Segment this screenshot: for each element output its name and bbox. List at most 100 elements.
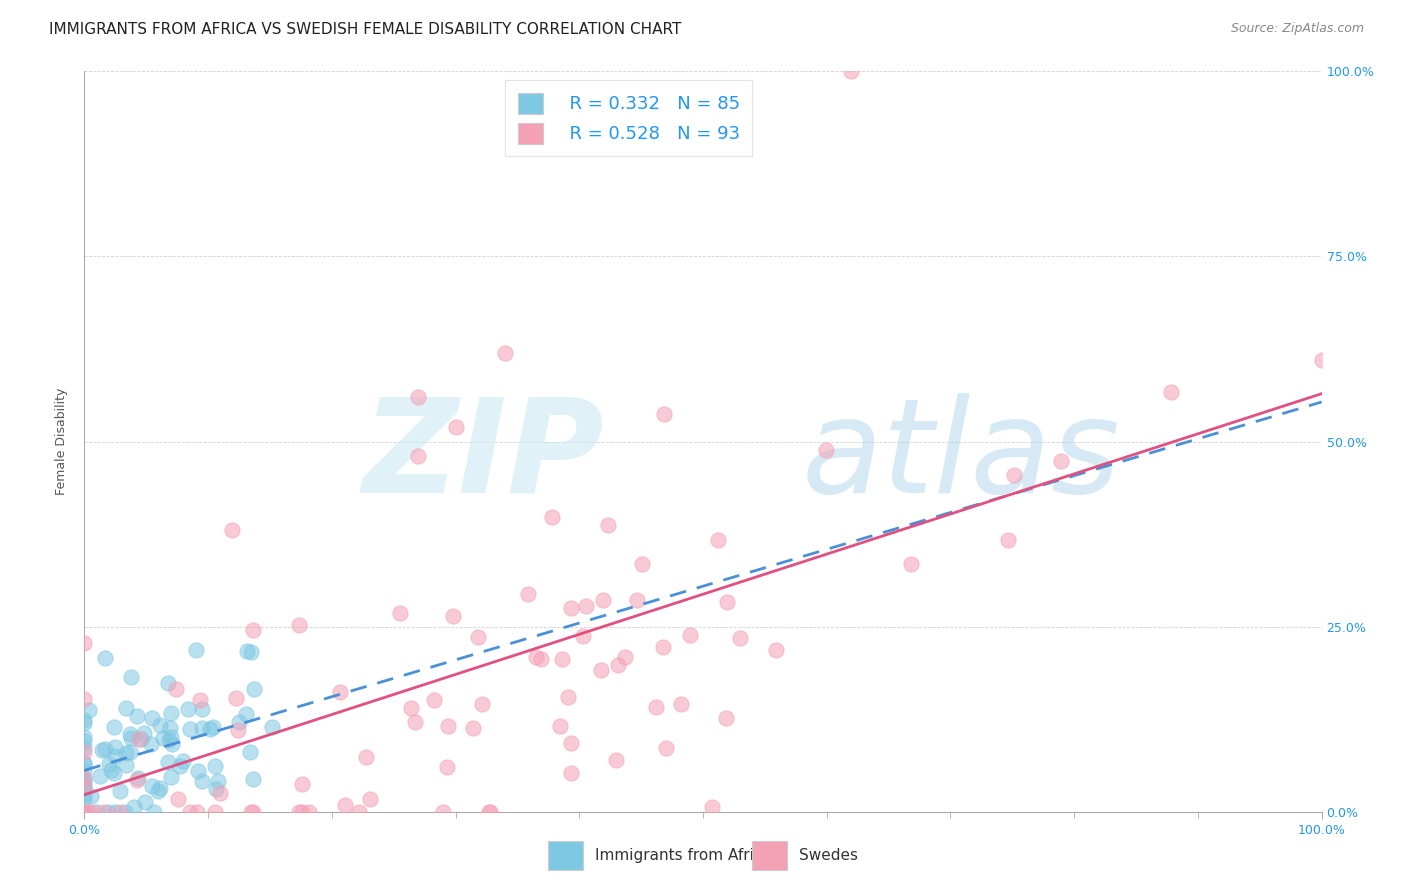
Point — [651, 640, 673, 654]
Point — [235, 706, 257, 721]
Point — [80, 805, 103, 819]
Point — [131, 732, 153, 747]
Point — [165, 682, 187, 697]
Point — [73, 805, 96, 819]
Point — [239, 805, 262, 819]
Point — [108, 784, 131, 798]
Point — [287, 618, 309, 632]
Point — [73, 635, 96, 649]
Point — [291, 777, 314, 791]
Point — [98, 756, 121, 771]
Point — [494, 345, 516, 359]
Point — [347, 805, 370, 819]
Point — [572, 629, 595, 643]
Point — [91, 742, 114, 756]
Point — [706, 533, 728, 547]
Point — [103, 739, 125, 754]
Point — [225, 691, 247, 706]
Point — [94, 651, 117, 665]
Point — [467, 630, 489, 644]
Point — [614, 650, 637, 665]
Point — [226, 723, 249, 737]
Point — [186, 642, 208, 657]
Point — [441, 609, 464, 624]
Point — [127, 771, 149, 785]
Point — [1002, 468, 1025, 483]
Point — [125, 709, 148, 723]
Point — [108, 805, 131, 819]
Point — [187, 764, 209, 778]
Point — [157, 732, 180, 747]
Point — [1050, 453, 1073, 467]
Point — [591, 663, 613, 677]
Point — [333, 797, 356, 812]
Point — [655, 741, 678, 756]
FancyBboxPatch shape — [548, 841, 583, 870]
Point — [408, 390, 430, 404]
Point — [73, 771, 96, 785]
Legend:   R = 0.332   N = 85,   R = 0.528   N = 93: R = 0.332 N = 85, R = 0.528 N = 93 — [505, 80, 752, 156]
Point — [1310, 352, 1333, 367]
Point — [470, 697, 492, 711]
Point — [239, 745, 262, 759]
Point — [77, 703, 100, 717]
Point — [73, 805, 96, 819]
Point — [191, 702, 214, 716]
Point — [120, 745, 142, 759]
Point — [242, 805, 264, 819]
Point — [404, 714, 426, 729]
Point — [236, 644, 259, 658]
Point — [201, 720, 224, 734]
Point — [73, 789, 96, 803]
Point — [159, 770, 181, 784]
Point — [652, 407, 675, 421]
Point — [73, 741, 96, 756]
Point — [73, 713, 96, 727]
Point — [73, 773, 96, 788]
Point — [900, 557, 922, 571]
Point — [89, 769, 111, 783]
Point — [141, 779, 163, 793]
Point — [128, 731, 150, 746]
Point — [560, 766, 582, 780]
Point — [73, 764, 96, 778]
Text: Immigrants from Africa: Immigrants from Africa — [595, 848, 772, 863]
Point — [114, 746, 136, 760]
Point — [209, 786, 232, 800]
Point — [152, 731, 174, 745]
Text: IMMIGRANTS FROM AFRICA VS SWEDISH FEMALE DISABILITY CORRELATION CHART: IMMIGRANTS FROM AFRICA VS SWEDISH FEMALE… — [49, 22, 682, 37]
Point — [524, 649, 547, 664]
Point — [242, 681, 264, 696]
Point — [186, 805, 208, 819]
Point — [765, 643, 787, 657]
Y-axis label: Female Disability: Female Disability — [55, 388, 69, 495]
Point — [73, 780, 96, 795]
Point — [191, 774, 214, 789]
Point — [73, 756, 96, 770]
Point — [551, 652, 574, 666]
Point — [329, 685, 352, 699]
Point — [205, 781, 228, 796]
Point — [132, 726, 155, 740]
Point — [408, 450, 430, 464]
Text: ZIP: ZIP — [363, 392, 605, 520]
Point — [560, 601, 582, 615]
Point — [432, 805, 454, 819]
Point — [221, 523, 243, 537]
Point — [73, 731, 96, 745]
Point — [104, 805, 127, 819]
Text: atlas: atlas — [801, 392, 1121, 520]
Point — [149, 780, 172, 795]
Point — [207, 774, 229, 789]
Point — [179, 805, 201, 819]
Point — [73, 715, 96, 730]
Text: Swedes: Swedes — [799, 848, 858, 863]
Point — [548, 719, 571, 733]
Point — [997, 533, 1019, 547]
Point — [73, 778, 96, 792]
Point — [444, 419, 467, 434]
Point — [93, 805, 115, 819]
Point — [575, 599, 598, 614]
Point — [290, 805, 312, 819]
Point — [97, 805, 120, 819]
